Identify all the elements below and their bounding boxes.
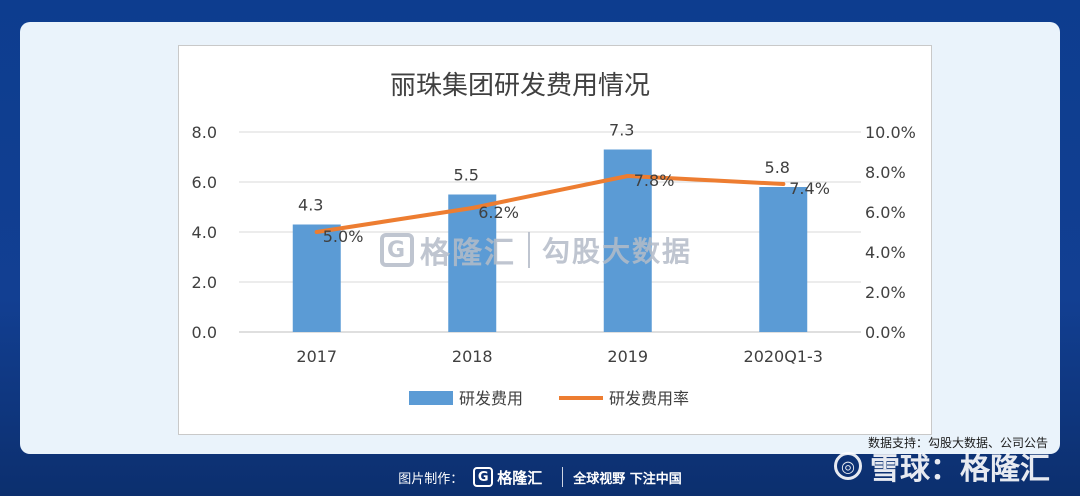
x-tick-label: 2017 — [296, 347, 337, 366]
y-left-tick-label: 8.0 — [192, 123, 217, 142]
bar-data-label: 5.5 — [454, 166, 479, 185]
line-data-label: 7.4% — [789, 179, 830, 198]
y-left-tick-label: 2.0 — [192, 273, 217, 292]
rate-point — [781, 182, 786, 186]
x-tick-label: 2020Q1-3 — [744, 347, 823, 366]
watermark-separator — [528, 232, 530, 268]
bar — [448, 194, 497, 332]
rate-line — [314, 174, 786, 234]
bar-data-label: 7.3 — [609, 121, 634, 140]
y-right-tick-label: 4.0% — [865, 243, 906, 262]
rate-point — [314, 230, 319, 234]
footer-brand-name: 格隆汇 — [497, 468, 543, 487]
watermark-brand: 格隆汇 — [420, 236, 516, 271]
chart-svg: 丽珠集团研发费用情况 0.0 2.0 4.0 6.0 8.0 0.0% 2.0% 4.0% 6.0… — [192, 71, 916, 408]
footer: 图片制作： G 格隆汇 全球视野 下注中国 — [0, 458, 1080, 496]
y-right-tick-label: 2.0% — [865, 283, 906, 302]
y-right-tick-label: 8.0% — [865, 163, 906, 182]
footer-divider — [562, 467, 564, 487]
y-right-tick-label: 0.0% — [865, 323, 906, 342]
xueqiu-text: 雪球：格隆汇 — [870, 452, 1050, 487]
xueqiu-watermark: ◎ 雪球：格隆汇 — [834, 444, 1050, 488]
legend-label-line: 研发费用率 — [609, 389, 689, 408]
x-tick-label: 2018 — [452, 347, 493, 366]
y-left-tick-label: 6.0 — [192, 173, 217, 192]
chart-title: 丽珠集团研发费用情况 — [390, 71, 650, 101]
bar — [759, 187, 808, 332]
xueqiu-logo-icon: ◎ — [834, 452, 862, 480]
y-right-tick-label: 6.0% — [865, 203, 906, 222]
line-data-label: 5.0% — [323, 227, 364, 246]
watermark-text: 勾股大数据 — [542, 235, 693, 268]
rate-point — [625, 174, 630, 178]
source-note: 数据支持：勾股大数据、公司公告 — [867, 436, 1048, 450]
legend-swatch-bar — [409, 391, 453, 405]
x-tick-label: 2019 — [607, 347, 648, 366]
line-data-label: 7.8% — [634, 171, 675, 190]
bar — [292, 224, 341, 332]
watermark: G 格隆汇 勾股大数据 — [380, 228, 692, 272]
y-left-tick-label: 0.0 — [192, 323, 217, 342]
y-right-tick-label: 10.0% — [865, 123, 916, 142]
footer-slogan: 全球视野 下注中国 — [573, 471, 682, 487]
footer-prefix: 图片制作： — [398, 471, 464, 487]
footer-logo-icon: G — [473, 467, 494, 487]
watermark-logo-icon: G — [380, 233, 414, 267]
footer-brand: G 格隆汇 — [473, 467, 542, 488]
chart-frame: 丽珠集团研发费用情况 0.0 2.0 4.0 6.0 8.0 0.0% 2.0% 4.0% 6.0… — [178, 45, 932, 435]
bar-data-label: 5.8 — [765, 158, 790, 177]
legend-label-bar: 研发费用 — [459, 389, 523, 408]
line-data-label: 6.2% — [478, 203, 519, 222]
y-left-tick-label: 4.0 — [192, 223, 217, 242]
bar-data-label: 4.3 — [298, 196, 323, 215]
rate-point — [470, 206, 475, 210]
